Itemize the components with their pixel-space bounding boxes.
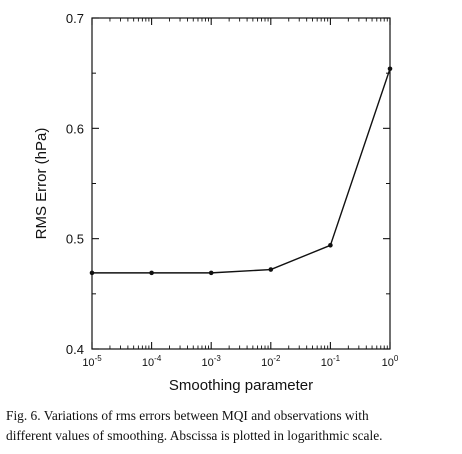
y-tick-label-2: 0.6 [66, 121, 84, 136]
data-point-0 [89, 270, 95, 276]
y-axis: 0.4 0.5 0.6 0.7 [66, 11, 390, 357]
chart: 0.4 0.5 0.6 0.7 10-5 10-4 10-3 10-2 10-1 100 RMS… [33, 11, 399, 394]
figure-caption: Fig. 6. Variations of rms errors between… [6, 406, 458, 446]
data-point-4 [328, 242, 333, 248]
x-tick-label-5: 100 [382, 354, 399, 369]
series-line [92, 68, 391, 274]
plot-frame [91, 17, 391, 350]
x-tick-label-4: 10-1 [321, 354, 341, 369]
data-point-3 [268, 267, 274, 272]
data-point-1 [149, 270, 154, 276]
y-tick-label-3: 0.7 [66, 11, 84, 26]
data-point-2 [208, 270, 214, 276]
data-point-5 [387, 66, 393, 72]
x-tick-label-0: 10-5 [82, 354, 102, 369]
y-tick-label-0: 0.4 [66, 342, 84, 357]
x-tick-label-1: 10-4 [142, 354, 162, 369]
x-tick-label-3: 10-2 [261, 354, 281, 369]
y-tick-label-1: 0.5 [66, 232, 84, 247]
x-tick-label-2: 10-3 [202, 354, 222, 369]
caption-line-1: Fig. 6. Variations of rms errors between… [6, 408, 369, 423]
x-axis: 10-5 10-4 10-3 10-2 10-1 100 [82, 18, 399, 369]
series-points [89, 66, 393, 276]
caption-line-2: different values of smoothing. Abscissa … [6, 428, 383, 443]
y-axis-label: RMS Error (hPa) [33, 128, 50, 240]
x-axis-label: Smoothing parameter [169, 377, 313, 394]
